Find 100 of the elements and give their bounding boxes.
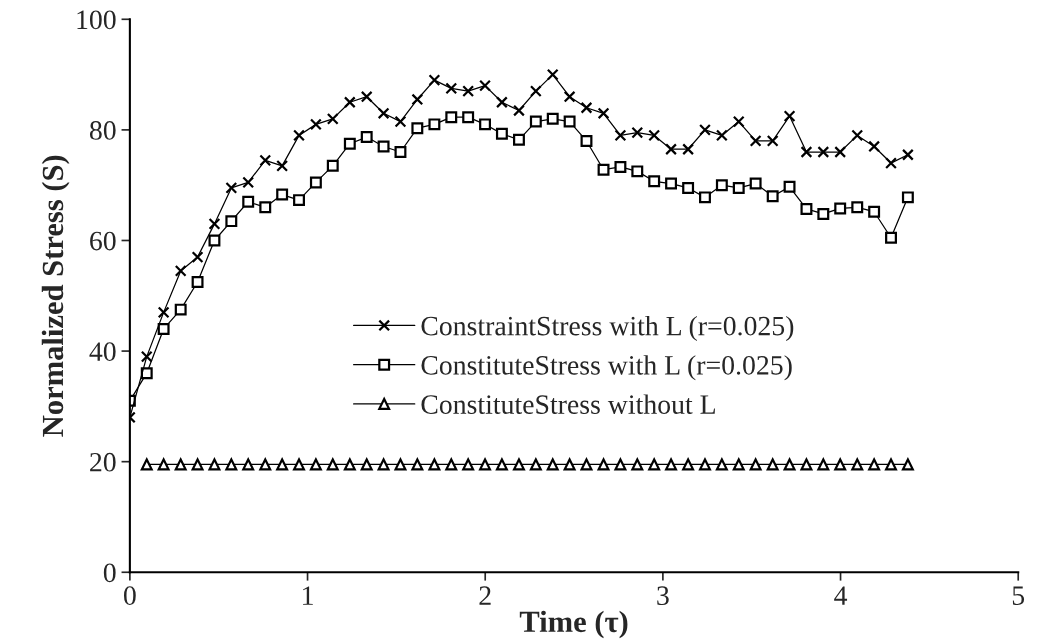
point xyxy=(276,458,289,471)
point xyxy=(293,458,305,471)
point xyxy=(225,458,238,471)
point xyxy=(766,134,779,147)
point xyxy=(411,122,424,135)
point xyxy=(394,458,407,471)
point xyxy=(817,146,830,158)
point xyxy=(563,458,576,471)
point xyxy=(157,458,170,471)
point xyxy=(766,458,779,471)
point xyxy=(140,458,153,471)
point xyxy=(529,458,542,471)
point xyxy=(428,74,441,87)
point xyxy=(682,143,695,156)
point xyxy=(800,202,813,215)
point xyxy=(343,137,356,150)
point xyxy=(783,180,796,193)
point xyxy=(191,251,204,264)
point xyxy=(293,129,305,142)
point xyxy=(715,129,728,142)
x-tick-label: 3 xyxy=(657,586,669,606)
point xyxy=(597,163,610,176)
point xyxy=(901,458,914,471)
point xyxy=(563,90,576,103)
point xyxy=(580,458,593,471)
point xyxy=(851,201,864,214)
point xyxy=(462,111,475,124)
point xyxy=(174,303,187,316)
point xyxy=(242,176,255,189)
point xyxy=(597,107,610,120)
point xyxy=(800,146,813,158)
point xyxy=(715,458,728,471)
point xyxy=(495,458,508,471)
point xyxy=(191,458,204,471)
point xyxy=(580,101,593,114)
point xyxy=(699,458,711,471)
point xyxy=(140,367,153,380)
point xyxy=(529,115,542,128)
y-tick-label: 20 xyxy=(90,452,116,472)
point xyxy=(445,82,458,95)
point xyxy=(800,458,813,471)
point xyxy=(546,68,559,81)
point xyxy=(868,205,881,218)
point xyxy=(191,275,204,288)
point xyxy=(276,159,289,172)
point xyxy=(580,134,593,147)
legend-label: ConstraintStress with L (r=0.025) xyxy=(421,315,794,342)
point xyxy=(208,234,221,247)
point xyxy=(309,458,322,471)
point xyxy=(648,129,661,142)
x-tick-label: 2 xyxy=(479,586,491,605)
point xyxy=(749,458,762,471)
point xyxy=(276,188,289,201)
legend-label: ConstituteStress without L xyxy=(421,394,715,414)
point xyxy=(174,458,187,471)
x-tick-label: 1 xyxy=(303,586,313,605)
point xyxy=(665,177,678,190)
point xyxy=(242,195,255,208)
point xyxy=(326,159,339,172)
y-tick-label: 100 xyxy=(77,10,116,30)
point xyxy=(479,79,492,92)
point xyxy=(699,191,711,204)
point xyxy=(343,96,356,109)
point xyxy=(783,110,796,123)
point xyxy=(479,118,492,131)
point xyxy=(648,458,661,471)
point xyxy=(225,181,238,194)
point xyxy=(360,458,373,471)
point xyxy=(326,112,339,125)
point xyxy=(445,111,458,124)
point xyxy=(901,191,914,204)
point xyxy=(631,458,644,471)
point xyxy=(428,118,441,131)
point xyxy=(817,458,830,471)
point xyxy=(326,458,339,471)
point xyxy=(377,140,390,153)
y-axis-title: Normalized Stress (S) xyxy=(41,155,70,437)
point xyxy=(513,104,525,117)
point xyxy=(428,458,441,471)
point xyxy=(631,126,644,139)
point xyxy=(208,458,221,471)
point xyxy=(140,350,153,363)
point xyxy=(259,458,272,471)
point xyxy=(546,112,559,125)
x-tick-label: 0 xyxy=(123,586,136,606)
point xyxy=(225,215,238,228)
point xyxy=(513,458,525,471)
point xyxy=(597,458,610,471)
point xyxy=(851,129,864,142)
point xyxy=(732,181,745,194)
point xyxy=(614,129,627,142)
point xyxy=(834,202,847,215)
point xyxy=(682,458,695,471)
point xyxy=(614,458,627,471)
point xyxy=(495,127,508,140)
point xyxy=(885,458,897,471)
point xyxy=(411,93,424,106)
point xyxy=(885,157,897,170)
point xyxy=(293,194,305,207)
y-tick-label: 40 xyxy=(89,342,116,361)
